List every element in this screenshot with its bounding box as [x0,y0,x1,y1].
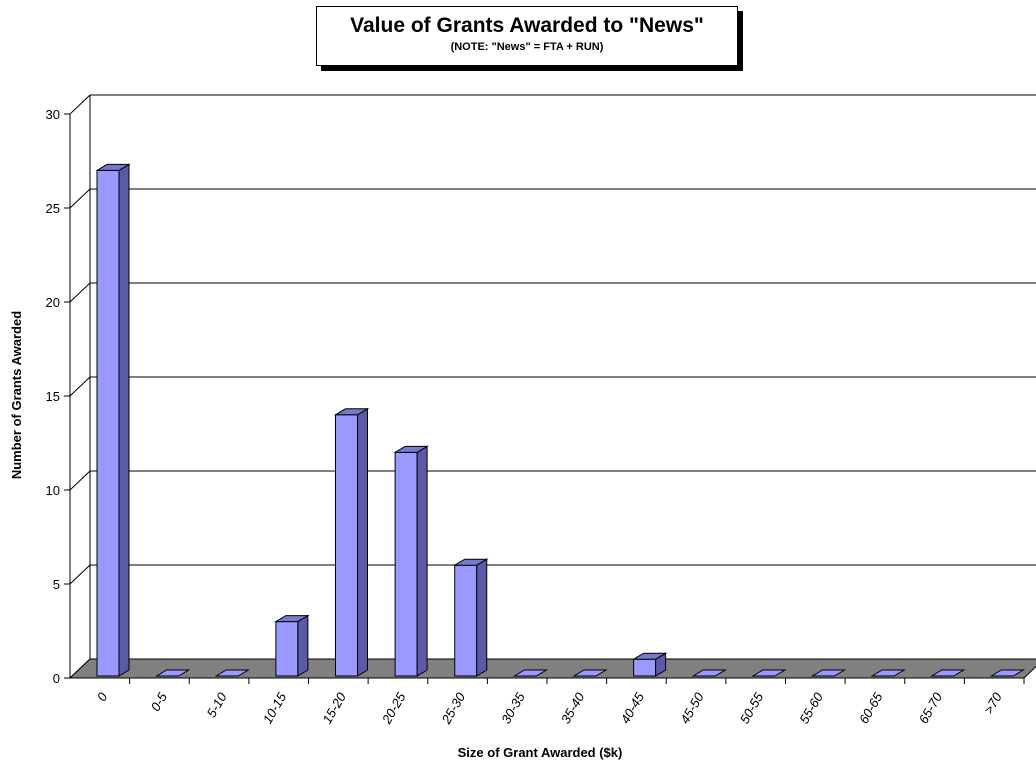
bar-top [929,669,966,677]
bar-top [989,669,1026,677]
bar-front [394,451,418,677]
bar [95,163,131,677]
chart-subtitle: (NOTE: "News" = FTA + RUN) [450,41,604,53]
side-wall-line [69,376,91,397]
bar [929,669,966,677]
y-tick-label: 25 [46,201,60,216]
y-tick-label: 5 [53,577,60,592]
y-axis-title: Number of Grants Awarded [9,311,24,479]
x-tick-label: 25-30 [438,689,468,727]
bar-top [333,408,370,416]
bar-side [118,163,130,677]
x-tick-label: 20-25 [378,689,408,727]
x-axis-title: Size of Grant Awarded ($k) [458,745,623,760]
bar [333,407,370,677]
y-tick-label: 15 [46,389,60,404]
bar [512,669,549,677]
y-tick-label: 10 [46,483,60,498]
chart-title: Value of Grants Awarded to "News" [350,14,704,37]
bar-top [274,615,310,623]
x-tick-label: 40-45 [617,689,647,726]
bar [751,669,787,677]
bar [452,558,489,677]
bar [631,652,668,677]
chart-title-box: Value of Grants Awarded to "News" (NOTE:… [316,6,738,66]
bar [572,669,608,677]
bar [214,669,251,677]
side-wall-line [69,564,91,585]
x-tick-label: 10-15 [260,689,290,726]
side-wall-line [69,470,91,491]
y-tick-labels: 0 5 10 15 20 25 30 [46,107,60,686]
bar-front [633,658,657,677]
bar-top [452,558,489,566]
x-tick-labels: 0 0-5 5-10 10-15 15-20 20-25 25-30 30-35 35-40 40… [94,689,1005,727]
bar-side [297,614,309,677]
bar-top [751,669,787,677]
bar-top [631,652,668,660]
bar-top [691,669,728,677]
bar-top [214,669,251,677]
y-tick-label: 30 [46,107,60,122]
bar-top [393,445,429,453]
bar-front [96,169,120,677]
x-tick-label: 30-35 [498,689,528,726]
bar [274,614,310,677]
bar [691,669,728,677]
x-tick-label: 0-5 [148,689,171,713]
axes [64,95,1025,684]
x-tick-label: 55-60 [796,689,826,726]
bar [870,669,906,677]
side-wall-line [69,282,91,303]
bar [810,669,847,677]
x-tick-label: 0 [94,689,111,703]
x-tick-label: 5-10 [204,689,230,720]
bar-side [476,558,488,677]
bar-top [870,669,906,677]
x-tick-label: 60-65 [856,689,886,726]
x-tick-label: 50-55 [737,689,767,726]
bar-top [572,669,608,677]
grid-layer [69,94,1036,679]
y-tick-label: 0 [53,671,60,686]
x-tick-label: 15-20 [319,689,349,726]
bar [393,445,429,677]
x-tick-label: 35-40 [558,689,588,726]
bar-front [275,621,299,677]
bars [95,163,1026,677]
x-tick-label: 65-70 [916,689,946,726]
bar [989,669,1026,677]
side-wall-line [69,188,91,209]
bar [154,669,191,677]
bar-top [95,163,131,171]
bar-top [154,669,191,677]
bar-top [512,669,549,677]
bar-top [810,669,847,677]
x-tick-label: 45-50 [677,689,707,726]
bar-side [416,445,428,677]
bar-front [335,414,358,677]
x-tick-label: >70 [981,689,1005,716]
y-tick-label: 20 [46,295,60,310]
side-wall-line [69,94,91,115]
bar-front [454,564,478,677]
bar-side [357,407,368,677]
